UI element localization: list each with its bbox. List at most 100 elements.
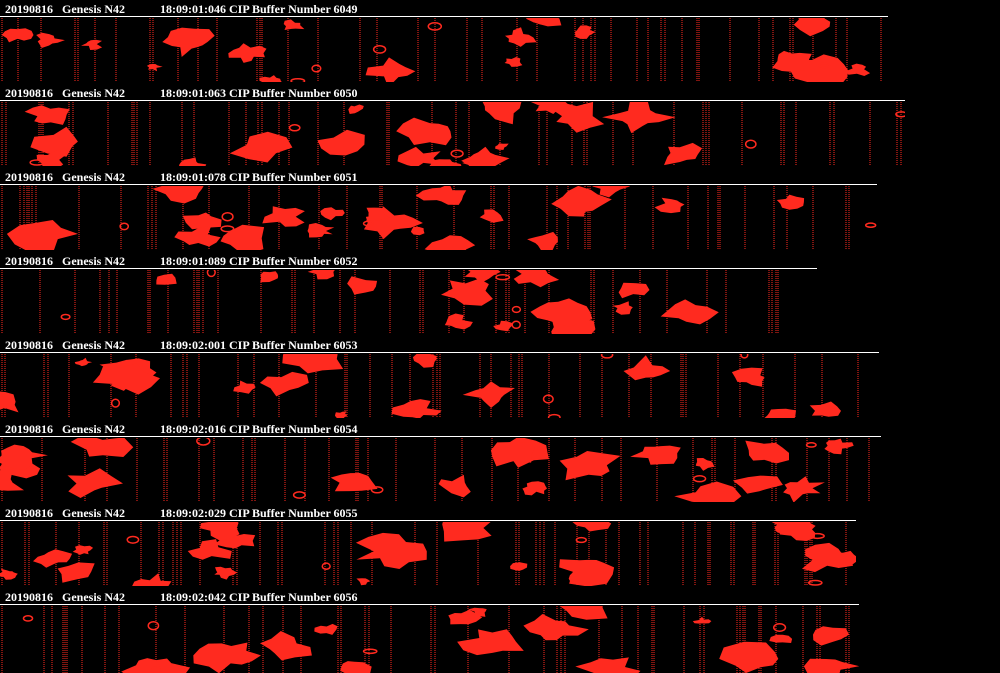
defect-ring — [864, 222, 877, 228]
defect-blob — [695, 458, 715, 471]
defect-blob — [366, 207, 390, 222]
defect-ring — [600, 354, 614, 359]
frame-date: 20190816 — [5, 86, 53, 100]
frame-buffer-number: CIP Buffer Number 6055 — [229, 506, 358, 520]
defect-blob — [347, 276, 378, 295]
defect-ring — [495, 273, 511, 281]
frame-timestamp: 18:09:02:042 — [160, 590, 226, 604]
defect-blob — [618, 282, 650, 299]
defect-blob — [448, 609, 483, 625]
defect-blob — [623, 355, 671, 381]
defect-ring — [22, 615, 34, 622]
frame-date: 20190816 — [5, 2, 53, 16]
defect-ring — [744, 139, 757, 149]
frame-date: 20190816 — [5, 590, 53, 604]
defect-blob — [674, 481, 742, 502]
defect-blob — [527, 231, 558, 250]
defect-blob — [461, 146, 510, 166]
buffer-image — [0, 354, 859, 418]
frame-timestamp: 18:09:02:029 — [160, 506, 226, 520]
defect-ring — [542, 394, 554, 404]
buffer-image — [1, 270, 779, 334]
defect-ring — [196, 438, 211, 446]
frame-divider — [0, 16, 888, 17]
buffer-image — [1, 186, 877, 250]
defect-blob — [559, 606, 608, 620]
frame-buffer-number: CIP Buffer Number 6050 — [229, 86, 358, 100]
defect-ring — [119, 222, 130, 231]
defect-blob — [438, 474, 471, 498]
buffer-image-strip — [0, 522, 856, 586]
defect-blob — [396, 117, 452, 146]
defect-blob — [391, 399, 442, 418]
defect-blob — [397, 146, 441, 166]
defect-blob — [660, 299, 719, 325]
frame-camera: Genesis N42 — [62, 422, 125, 436]
defect-blob — [654, 197, 685, 214]
defect-blob — [813, 626, 849, 646]
defect-ring — [221, 211, 234, 222]
defect-blob — [441, 278, 493, 306]
defect-blob — [193, 642, 261, 673]
defect-blob — [259, 75, 282, 82]
defect-blob — [468, 607, 487, 617]
frame-buffer-number: CIP Buffer Number 6049 — [229, 2, 358, 16]
defect-blob — [732, 475, 783, 494]
frame-timestamp: 18:09:01:046 — [160, 2, 226, 16]
frame-date: 20190816 — [5, 254, 53, 268]
frame-panel: 20190816 Genesis N42 18:09:02:042 CIP Bu… — [0, 588, 1000, 673]
defect-blob — [504, 57, 523, 67]
frame-header: 20190816 Genesis N42 18:09:02:001 CIP Bu… — [0, 336, 1000, 354]
frame-timestamp-buffer: 18:09:01:078 CIP Buffer Number 6051 — [160, 168, 358, 186]
defect-blob — [146, 63, 163, 72]
defect-blob — [845, 63, 871, 76]
buffer-image — [1, 102, 905, 166]
frame-timestamp-buffer: 18:09:01:063 CIP Buffer Number 6050 — [160, 84, 358, 102]
defect-ring — [29, 159, 45, 166]
frame-camera: Genesis N42 — [62, 338, 125, 352]
defect-ring — [126, 535, 140, 544]
frame-camera: Genesis N42 — [62, 254, 125, 268]
defect-ring — [60, 313, 71, 321]
defect-blob — [57, 562, 95, 583]
defect-blob — [429, 159, 462, 166]
defect-blob — [776, 194, 805, 210]
defect-blob — [550, 102, 605, 133]
buffer-image — [1, 606, 859, 673]
frame-header: 20190816 Genesis N42 18:09:02:029 CIP Bu… — [0, 504, 1000, 522]
frame-buffer-number: CIP Buffer Number 6054 — [229, 422, 358, 436]
buffer-image-strip — [0, 438, 881, 502]
defect-blob — [6, 220, 78, 250]
defect-blob — [92, 363, 160, 395]
defect-blob — [575, 657, 641, 673]
defect-blob — [462, 381, 515, 408]
frame-divider — [0, 100, 905, 101]
defect-blob — [72, 545, 94, 555]
defect-blob — [229, 131, 293, 163]
defect-blob — [283, 19, 305, 30]
defect-blob — [307, 270, 335, 280]
frame-camera: Genesis N42 — [62, 2, 125, 16]
frame-header: 20190816 Genesis N42 18:09:01:063 CIP Bu… — [0, 84, 1000, 102]
defect-ring — [372, 45, 387, 54]
buffer-image — [1, 18, 882, 82]
defect-ring — [511, 320, 521, 330]
defect-blob — [505, 27, 537, 47]
defect-blob — [809, 401, 841, 417]
defect-ring — [740, 354, 749, 359]
frame-timestamp-buffer: 18:09:01:089 CIP Buffer Number 6052 — [160, 252, 358, 270]
frame-timestamp-buffer: 18:09:02:042 CIP Buffer Number 6056 — [160, 588, 358, 606]
buffer-image — [0, 522, 856, 586]
defect-blob — [282, 354, 344, 374]
defect-ring — [362, 648, 378, 655]
defect-blob — [602, 102, 676, 134]
frame-camera: Genesis N42 — [62, 506, 125, 520]
frame-timestamp-buffer: 18:09:02:016 CIP Buffer Number 6054 — [160, 420, 358, 438]
defect-blob — [415, 186, 467, 205]
defect-blob — [410, 226, 425, 236]
defect-ring — [427, 22, 443, 31]
buffer-image-strip — [0, 186, 877, 250]
defect-blob — [495, 143, 509, 150]
defect-ring — [362, 220, 374, 227]
frame-date: 20190816 — [5, 422, 53, 436]
